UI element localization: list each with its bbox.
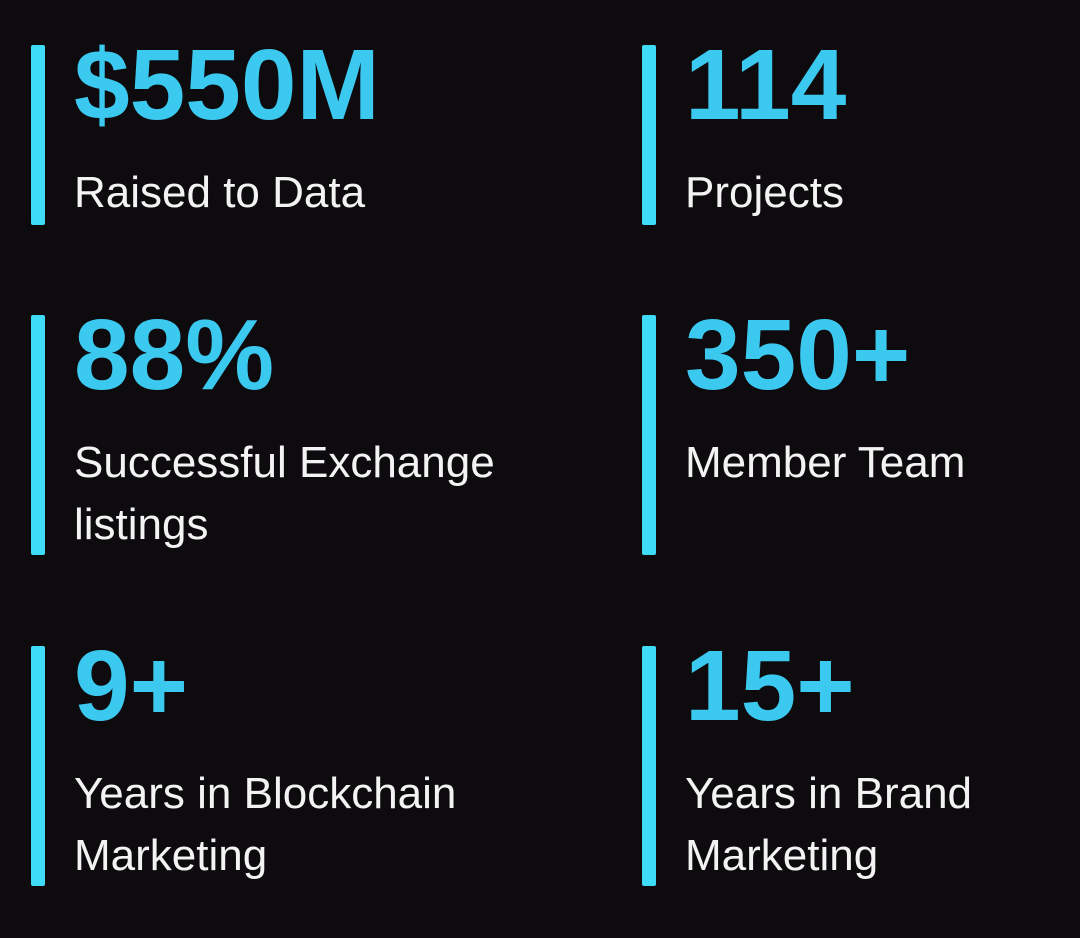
stat-label: Successful Exchange listings	[74, 438, 495, 549]
stat-card: $550M Raised to Data	[31, 35, 642, 225]
stat-label: Projects	[685, 168, 844, 217]
stat-value: 9+	[74, 630, 189, 742]
stat-card: 9+ Years in Blockchain Marketing	[31, 636, 642, 887]
stat-value: 88%	[74, 299, 275, 411]
accent-bar	[31, 646, 45, 886]
stat-label: Raised to Data	[74, 168, 366, 217]
stat-value: $550M	[74, 29, 380, 141]
stat-label: Years in Blockchain Marketing	[74, 769, 457, 880]
stats-row: 88% Successful Exchange listings 350+ Me…	[31, 305, 1080, 556]
stat-value: 114	[685, 29, 847, 141]
accent-bar	[642, 646, 656, 886]
stat-content: 9+ Years in Blockchain Marketing	[74, 636, 554, 887]
stat-content: 114 Projects	[685, 35, 846, 225]
stat-card: 15+ Years in Brand Marketing	[642, 636, 1080, 887]
accent-bar	[31, 45, 45, 225]
accent-bar	[642, 315, 656, 555]
stats-section: $550M Raised to Data 114 Projects 88% Su…	[31, 35, 1080, 887]
stat-card: 350+ Member Team	[642, 305, 1080, 556]
stat-card: 88% Successful Exchange listings	[31, 305, 642, 556]
stat-value: 15+	[685, 630, 855, 742]
stat-content: $550M Raised to Data	[74, 35, 380, 225]
stat-value: 350+	[685, 299, 911, 411]
stat-content: 15+ Years in Brand Marketing	[685, 636, 1080, 887]
accent-bar	[31, 315, 45, 555]
stats-row: 9+ Years in Blockchain Marketing 15+ Yea…	[31, 636, 1080, 887]
stat-card: 114 Projects	[642, 35, 1080, 225]
stat-label: Member Team	[685, 438, 966, 487]
stat-label: Years in Brand Marketing	[685, 769, 973, 880]
stat-content: 88% Successful Exchange listings	[74, 305, 554, 556]
stat-content: 350+ Member Team	[685, 305, 966, 556]
accent-bar	[642, 45, 656, 225]
stats-row: $550M Raised to Data 114 Projects	[31, 35, 1080, 225]
